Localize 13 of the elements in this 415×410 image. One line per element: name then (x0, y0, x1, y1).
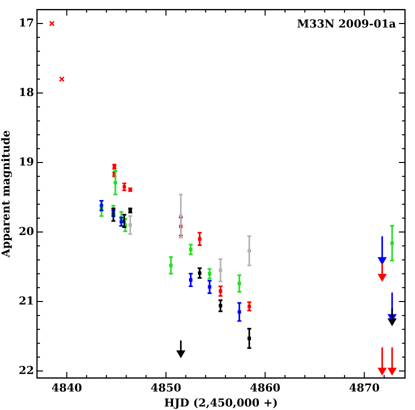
annotation: M33N 2009-01a (297, 18, 396, 31)
y-tick-label: 17 (18, 16, 34, 30)
y-axis-title: Apparent magnitude (0, 130, 12, 258)
x-tick-label: 4850 (150, 381, 182, 394)
x-axis-title: HJD (2,450,000 +) (164, 396, 278, 410)
y-tick-label: 20 (18, 224, 34, 238)
y-tick-label: 21 (18, 294, 34, 308)
x-tick-label: 4860 (250, 381, 281, 394)
y-tick-label: 19 (18, 155, 34, 168)
y-tick-label: 18 (18, 86, 34, 99)
x-tick-label: 4840 (51, 381, 82, 394)
y-tick-label: 22 (18, 364, 34, 377)
x-tick-label: 4870 (349, 381, 380, 394)
